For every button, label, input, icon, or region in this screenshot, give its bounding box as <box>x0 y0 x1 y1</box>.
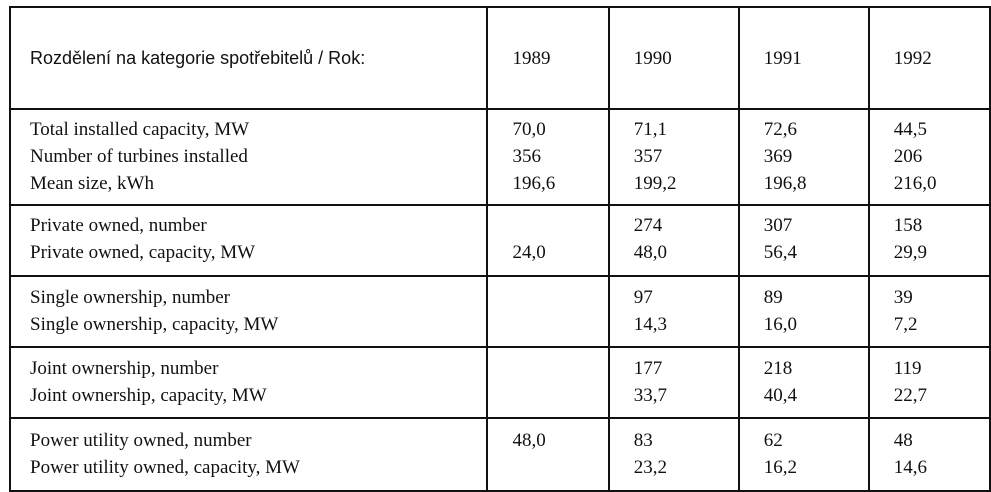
row-labels-cell: Private owned, number Private owned, cap… <box>8 204 489 277</box>
cell-1990: 177 33,7 <box>607 346 740 419</box>
row-label: Joint ownership, capacity, MW <box>30 385 267 406</box>
cell-value: 369 <box>763 146 793 167</box>
cell-1991: 218 40,4 <box>737 346 870 419</box>
cell-value: 357 <box>633 146 663 167</box>
cell-value: 62 <box>763 430 783 451</box>
row-labels-cell: Joint ownership, number Joint ownership,… <box>8 346 489 419</box>
cell-value: 71,1 <box>633 119 667 140</box>
table-row-group-utility: Power utility owned, number Power utilit… <box>8 417 991 492</box>
table-row-group-joint: Joint ownership, number Joint ownership,… <box>8 346 991 419</box>
cell-value: 24,0 <box>512 242 546 263</box>
header-year-1992: 1992 <box>867 6 991 110</box>
cell-value: 274 <box>633 215 663 236</box>
cell-value: 48 <box>893 430 913 451</box>
header-year-1991: 1991 <box>737 6 870 110</box>
cell-value: 23,2 <box>633 457 667 478</box>
cell-value: 29,9 <box>893 242 927 263</box>
cell-1991: 307 56,4 <box>737 204 870 277</box>
cell-value: 196,6 <box>512 173 556 194</box>
row-label: Power utility owned, capacity, MW <box>30 457 300 478</box>
row-label: Private owned, number <box>30 215 207 236</box>
cell-value: 14,3 <box>633 314 667 335</box>
row-label: Single ownership, number <box>30 287 231 308</box>
cell-value: 44,5 <box>893 119 927 140</box>
cell-1990: 83 23,2 <box>607 417 740 492</box>
row-labels-cell: Power utility owned, number Power utilit… <box>8 417 489 492</box>
cell-value: 307 <box>763 215 793 236</box>
cell-1990: 97 14,3 <box>607 275 740 348</box>
cell-value: 196,8 <box>763 173 807 194</box>
cell-1992: 119 22,7 <box>867 346 991 419</box>
cell-value: 218 <box>763 358 793 379</box>
row-label: Number of turbines installed <box>30 146 248 167</box>
table-row-group-private: Private owned, number Private owned, cap… <box>8 204 991 277</box>
cell-value: 48,0 <box>633 242 667 263</box>
cell-value: 356 <box>512 146 541 167</box>
row-label: Single ownership, capacity, MW <box>30 314 279 335</box>
cell-value: 158 <box>893 215 923 236</box>
cell-value: 83 <box>633 430 653 451</box>
cell-value: 72,6 <box>763 119 797 140</box>
cell-value: 206 <box>893 146 923 167</box>
cell-value: 14,6 <box>893 457 927 478</box>
cell-value <box>512 284 607 311</box>
cell-1989: 24,0 <box>486 204 610 277</box>
cell-value <box>512 212 607 239</box>
header-year-1990: 1990 <box>607 6 740 110</box>
cell-value: 7,2 <box>893 314 918 335</box>
cell-1992: 158 29,9 <box>867 204 991 277</box>
cell-1991: 89 16,0 <box>737 275 870 348</box>
cell-1990: 71,1 357 199,2 <box>607 108 740 206</box>
cell-value: 70,0 <box>512 119 546 140</box>
cell-value: 97 <box>633 287 653 308</box>
cell-1991: 62 16,2 <box>737 417 870 492</box>
table-header-row: Rozdělení na kategorie spotřebitelů / Ro… <box>8 6 991 110</box>
cell-value <box>512 355 607 382</box>
cell-value: 16,0 <box>763 314 797 335</box>
cell-value: 56,4 <box>763 242 797 263</box>
row-label: Power utility owned, number <box>30 430 252 451</box>
cell-1989: 48,0 <box>486 417 610 492</box>
cell-1991: 72,6 369 196,8 <box>737 108 870 206</box>
cell-value <box>512 454 607 481</box>
cell-1989: 70,0 356 196,6 <box>486 108 610 206</box>
cell-1992: 39 7,2 <box>867 275 991 348</box>
row-label: Private owned, capacity, MW <box>30 242 256 263</box>
row-labels-cell: Single ownership, number Single ownershi… <box>8 275 489 348</box>
cell-value: 40,4 <box>763 385 797 406</box>
row-label: Mean size, kWh <box>30 173 154 194</box>
row-label: Total installed capacity, MW <box>30 119 250 140</box>
table-row-group-single: Single ownership, number Single ownershi… <box>8 275 991 348</box>
cell-1992: 48 14,6 <box>867 417 991 492</box>
cell-value: 199,2 <box>633 173 677 194</box>
cell-value: 39 <box>893 287 913 308</box>
cell-value: 48,0 <box>512 430 546 451</box>
table-row-group-totals: Total installed capacity, MW Number of t… <box>8 108 991 206</box>
cell-value: 177 <box>633 358 663 379</box>
cell-1989 <box>486 346 610 419</box>
cell-1990: 274 48,0 <box>607 204 740 277</box>
statistics-table: Rozdělení na kategorie spotřebitelů / Ro… <box>8 6 991 492</box>
cell-value: 216,0 <box>893 173 937 194</box>
cell-value: 89 <box>763 287 783 308</box>
cell-1992: 44,5 206 216,0 <box>867 108 991 206</box>
header-label: Rozdělení na kategorie spotřebitelů / Ro… <box>8 6 489 110</box>
row-labels-cell: Total installed capacity, MW Number of t… <box>8 108 489 206</box>
cell-value: 22,7 <box>893 385 927 406</box>
row-label: Joint ownership, number <box>30 358 219 379</box>
cell-value: 16,2 <box>763 457 797 478</box>
header-year-1989: 1989 <box>486 6 610 110</box>
cell-value: 33,7 <box>633 385 667 406</box>
cell-value <box>512 311 607 338</box>
cell-value: 119 <box>893 358 922 379</box>
cell-1989 <box>486 275 610 348</box>
cell-value <box>512 382 607 409</box>
